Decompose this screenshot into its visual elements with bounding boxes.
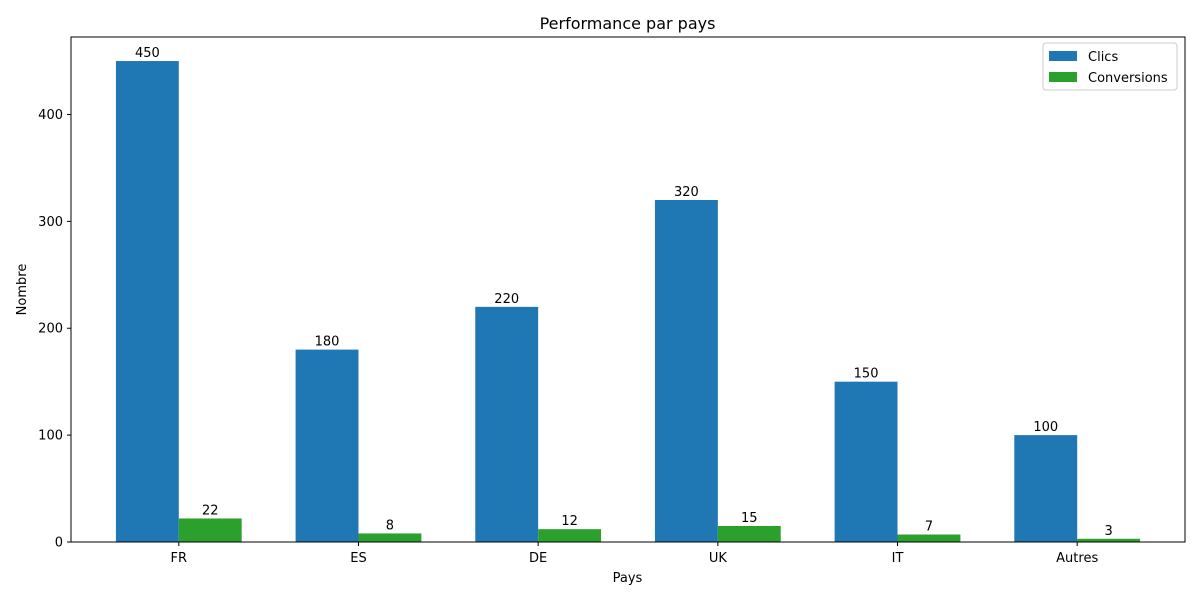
y-tick-label-400: 400 <box>38 108 63 123</box>
data-label-clics-de: 220 <box>494 292 519 307</box>
data-label-conversions-autres: 3 <box>1104 524 1112 539</box>
bars-group <box>115 61 1141 543</box>
y-tick-label-200: 200 <box>38 322 63 337</box>
data-label-clics-uk: 320 <box>674 185 699 200</box>
legend-swatch-clics <box>1049 51 1077 61</box>
x-tick-label-autres: Autres <box>1056 551 1098 566</box>
x-tick-label-es: ES <box>350 551 366 566</box>
y-tick-label-300: 300 <box>38 215 63 230</box>
data-label-conversions-de: 12 <box>561 514 578 529</box>
data-label-conversions-it: 7 <box>925 520 933 535</box>
data-label-clics-it: 150 <box>854 367 879 382</box>
data-label-clics-autres: 100 <box>1033 420 1058 435</box>
bar-clics-es <box>295 349 359 542</box>
y-axis: 0 100 200 300 400 <box>38 108 71 551</box>
data-label-conversions-uk: 15 <box>741 511 758 526</box>
bar-conversions-es <box>358 533 422 542</box>
legend-label-clics: Clics <box>1088 50 1118 65</box>
data-label-clics-es: 180 <box>315 335 340 350</box>
bar-clics-it <box>834 381 898 542</box>
x-axis-label: Pays <box>613 571 643 586</box>
bar-clics-autres <box>1014 435 1078 542</box>
legend-label-conversions: Conversions <box>1088 71 1168 86</box>
x-axis: FR ES DE UK IT Autres <box>171 542 1098 566</box>
bar-clics-fr <box>115 61 179 543</box>
chart-title: Performance par pays <box>540 14 716 33</box>
x-tick-label-de: DE <box>529 551 547 566</box>
data-label-clics-fr: 450 <box>135 46 160 61</box>
data-labels-group: 450 180 220 320 150 100 22 8 12 15 7 3 <box>135 46 1113 539</box>
data-label-conversions-fr: 22 <box>202 503 219 518</box>
y-tick-label-100: 100 <box>38 429 63 444</box>
plot-frame <box>70 36 1186 543</box>
x-tick-label-fr: FR <box>171 551 188 566</box>
bar-conversions-autres <box>1077 538 1141 542</box>
legend: Clics Conversions <box>1042 42 1178 91</box>
bar-clics-uk <box>654 199 718 542</box>
y-axis-label: Nombre <box>15 264 30 316</box>
y-tick-label-0: 0 <box>55 536 63 551</box>
x-tick-label-it: IT <box>892 551 904 566</box>
bar-conversions-de <box>538 529 602 542</box>
bar-conversions-it <box>897 534 961 542</box>
data-label-conversions-es: 8 <box>386 518 394 533</box>
bar-conversions-fr <box>178 518 242 542</box>
x-tick-label-uk: UK <box>709 551 728 566</box>
legend-swatch-conversions <box>1049 72 1077 82</box>
bar-conversions-uk <box>717 525 781 542</box>
bar-clics-de <box>475 306 539 542</box>
